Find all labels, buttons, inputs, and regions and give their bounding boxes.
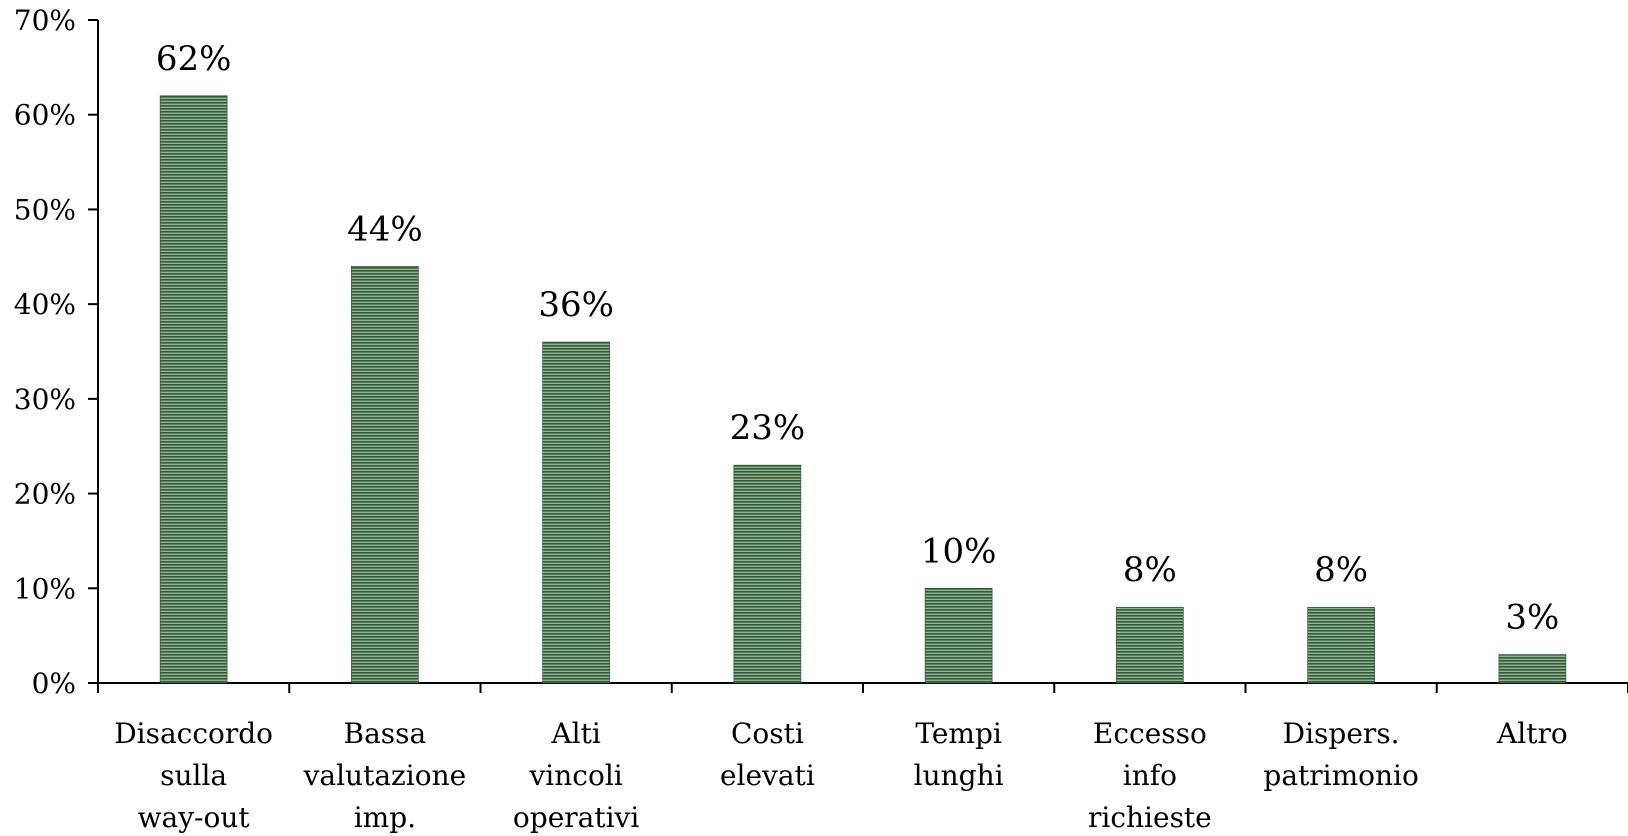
- y-tick-label: 10%: [14, 572, 76, 605]
- y-tick-label: 50%: [14, 193, 76, 226]
- data-label: 36%: [538, 285, 614, 325]
- x-tick-label: Dispers. patrimonio: [1263, 717, 1418, 792]
- x-axis: [97, 682, 1628, 693]
- data-label: 8%: [1314, 550, 1368, 590]
- data-label: 23%: [730, 408, 806, 448]
- category-labels: Disaccordo sulla way-out Bassa valutazione im…: [114, 717, 1568, 834]
- y-tick-label: 70%: [14, 4, 76, 37]
- y-tick-label: 40%: [14, 288, 76, 321]
- data-label: 3%: [1505, 598, 1559, 638]
- x-tick-label: Altro: [1496, 717, 1568, 750]
- bar: [542, 341, 610, 684]
- x-tick-label: Bassa valutazione imp.: [303, 717, 467, 834]
- y-tick-label: 0%: [32, 667, 76, 700]
- bar: [733, 464, 802, 684]
- x-tick-label: Eccesso info richieste: [1088, 717, 1212, 834]
- data-labels: 62% 44% 36% 23% 10% 8% 8% 3%: [156, 39, 1560, 638]
- data-label: 10%: [921, 531, 997, 571]
- bar: [924, 587, 993, 684]
- bar: [159, 95, 228, 684]
- bar: [351, 265, 419, 684]
- bar: [1307, 606, 1375, 684]
- x-tick-label: Disaccordo sulla way-out: [114, 717, 273, 834]
- y-axis: 0% 10% 20% 30% 40% 50% 60% 70%: [14, 4, 99, 700]
- bars: [159, 95, 1567, 684]
- data-label: 44%: [347, 209, 423, 249]
- x-tick-label: Alti vincoli operativi: [513, 717, 639, 834]
- y-tick-label: 20%: [14, 478, 76, 511]
- data-label: 8%: [1123, 550, 1177, 590]
- bar: [1498, 654, 1567, 684]
- bar: [1116, 606, 1184, 684]
- y-tick-label: 60%: [14, 99, 76, 132]
- x-tick-label: Tempi lunghi: [914, 717, 1004, 792]
- x-tick-label: Costi elevati: [720, 717, 815, 792]
- y-tick-label: 30%: [14, 383, 76, 416]
- data-label: 62%: [156, 39, 232, 79]
